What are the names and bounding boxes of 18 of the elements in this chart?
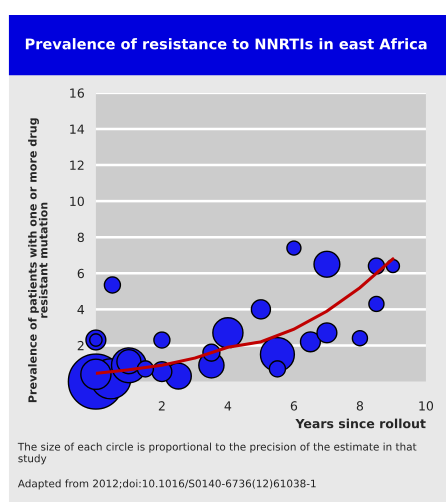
x-tick-label: 2 [158,401,165,410]
y-tick-label: 12 [70,160,84,170]
y-tick-label: 14 [70,124,84,134]
text: The size of each circle is proportional to the precision of the estimate in that study [18,442,416,464]
y-axis-title: Prevalence of patients with one or more drug resistant mutation [28,118,48,402]
x-tick-label: 4 [224,401,232,410]
y-tick-label: 10 [70,196,84,206]
x-tick-label: 8 [356,401,364,411]
y-tick-label: 2 [78,340,84,350]
y-tick-label: 4 [77,304,84,314]
chart-title: Prevalence of resistance to NNRTIs in east Africa [26,38,426,50]
y-tick-label: 16 [70,88,84,98]
y-tick-label: 8 [78,232,84,242]
y-tick-label: 6 [78,268,84,278]
x-axis-title: Years since rollout [295,418,426,428]
text: Adapted from 2012;doi:10.1016/S0140-6736(12)61038-1 [18,479,316,490]
x-tick-label: 6 [290,401,298,411]
x-tick-label: 10 [419,401,434,411]
